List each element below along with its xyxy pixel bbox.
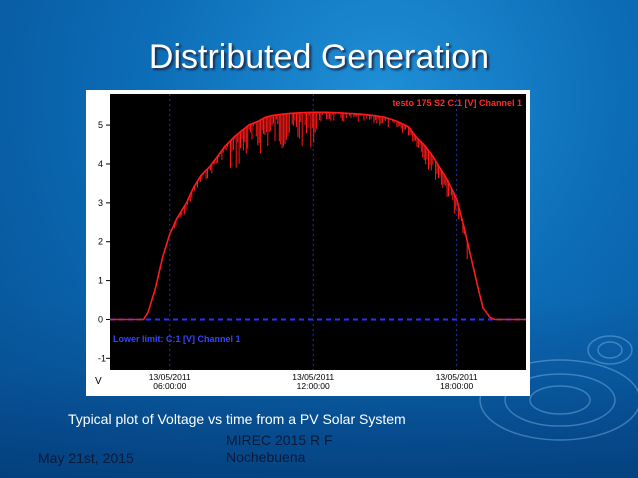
x-tick-time: 12:00:00 — [297, 381, 330, 391]
voltage-series-fluctuations — [174, 112, 468, 260]
lower-limit-label: Lower limit: C:1 [V] Channel 1 — [113, 334, 241, 344]
y-tick-label: 0 — [98, 314, 103, 324]
footer-date: May 21st, 2015 — [38, 450, 134, 466]
y-tick-label: -1 — [98, 353, 106, 363]
y-axis-label: V — [95, 376, 102, 387]
footer-presenter: MIREC 2015 R F Nochebuena — [226, 432, 333, 466]
chart-caption: Typical plot of Voltage vs time from a P… — [68, 411, 406, 427]
y-tick-label: 5 — [98, 120, 103, 130]
series-label: testo 175 S2 C:1 [V] Channel 1 — [392, 98, 522, 108]
slide-title: Distributed Generation — [148, 38, 490, 76]
plot-area — [110, 94, 526, 370]
voltage-series-line — [110, 111, 526, 321]
x-tick-time: 06:00:00 — [153, 381, 186, 391]
y-tick-label: 3 — [98, 198, 103, 208]
footer-line-2: Nochebuena — [226, 449, 306, 465]
y-tick-label: 4 — [98, 159, 103, 169]
x-tick-date: 13/05/2011 — [149, 372, 191, 382]
chart-figure: 5 4 3 2 1 0 -1 13/05/2011 06:00:00 13/05/2011 12:… — [86, 90, 530, 396]
y-tick-label: 1 — [98, 276, 103, 286]
x-tick-date: 13/05/2011 — [436, 372, 478, 382]
footer-line-1: MIREC 2015 R F — [226, 432, 333, 448]
y-tick-label: 2 — [98, 237, 103, 247]
x-tick-time: 18:00:00 — [440, 381, 473, 391]
x-tick-date: 13/05/2011 — [292, 372, 334, 382]
